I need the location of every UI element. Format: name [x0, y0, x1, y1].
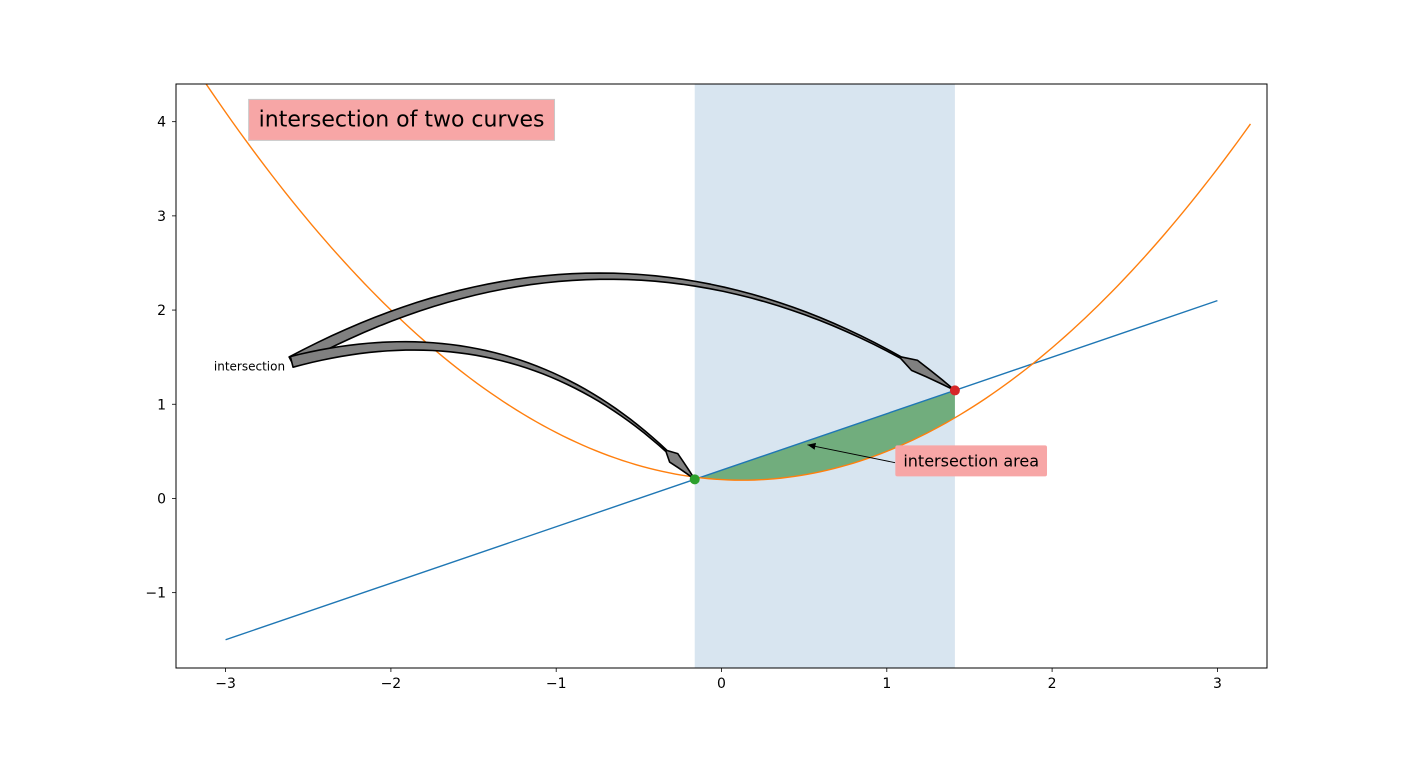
x-tick-label: −2 [381, 676, 402, 692]
area-label: intersection area [903, 451, 1039, 470]
curve-intersection-chart: intersection of two curves intersection a… [0, 0, 1408, 766]
x-tick-label: −3 [215, 676, 236, 692]
intersection-annotation: intersection [214, 360, 285, 374]
y-tick-label: 3 [157, 209, 166, 225]
y-tick-label: 1 [157, 397, 166, 413]
x-tick-label: −1 [546, 676, 567, 692]
vspan [695, 84, 955, 668]
intersection-point-left [690, 474, 700, 484]
y-tick-label: 0 [157, 491, 166, 507]
y-tick-label: 4 [157, 115, 166, 131]
y-tick-label: 2 [157, 303, 166, 319]
x-tick-label: 3 [1213, 676, 1222, 692]
x-tick-label: 2 [1048, 676, 1057, 692]
intersection-point-right [950, 385, 960, 395]
y-tick-label: −1 [145, 586, 166, 602]
chart-title: intersection of two curves [259, 107, 545, 132]
x-tick-label: 1 [882, 676, 891, 692]
x-tick-label: 0 [717, 676, 726, 692]
